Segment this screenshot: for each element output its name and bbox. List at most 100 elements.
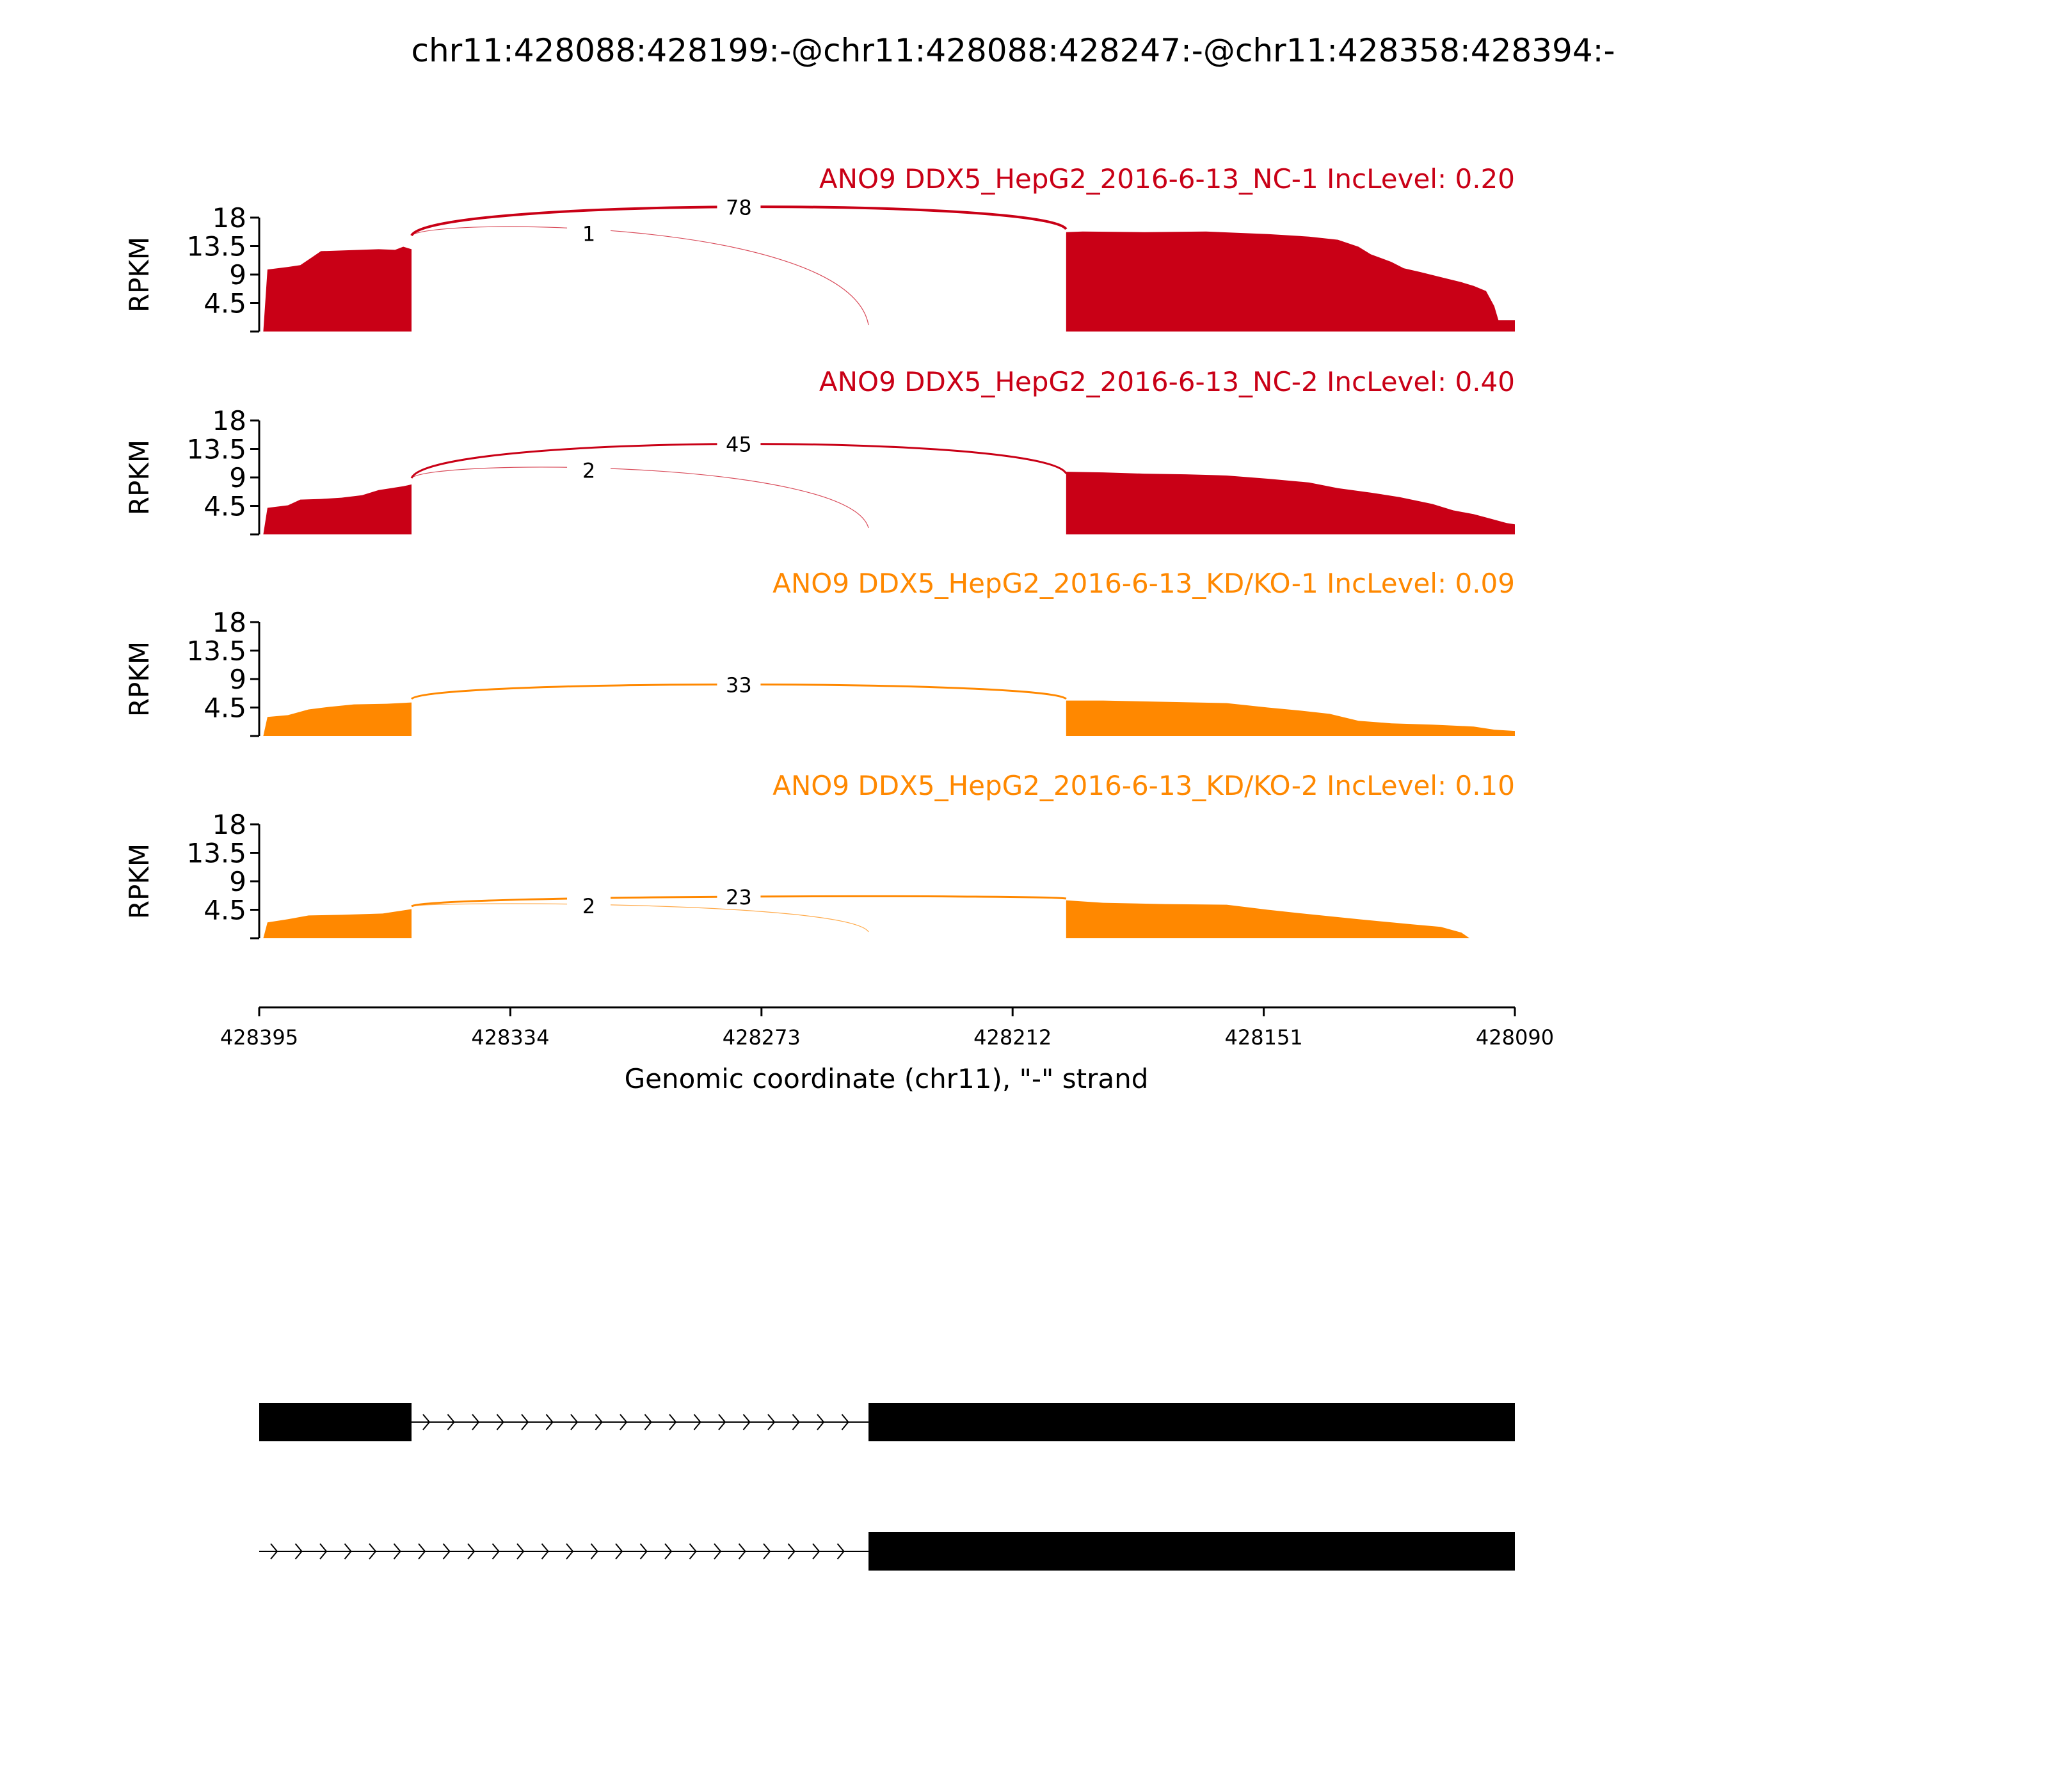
panel-label: ANO9 DDX5_HepG2_2016-6-13_NC-2 IncLevel:… bbox=[819, 366, 1515, 397]
y-tick-label: 13.5 bbox=[186, 231, 246, 262]
coverage-area bbox=[263, 231, 1515, 332]
x-tick-label: 428151 bbox=[1225, 1025, 1303, 1050]
junction-label-bg bbox=[567, 220, 611, 245]
junction-count: 78 bbox=[726, 195, 752, 220]
strand-arrow bbox=[422, 1414, 431, 1430]
strand-arrow bbox=[270, 1543, 278, 1560]
y-tick-label: 9 bbox=[229, 462, 246, 493]
strand-arrow bbox=[742, 1414, 751, 1430]
x-tick-label: 428090 bbox=[1476, 1025, 1554, 1050]
strand-arrow bbox=[812, 1543, 820, 1560]
isoform-1 bbox=[259, 1403, 1515, 1441]
junction-count: 45 bbox=[726, 433, 752, 457]
junction-label-bg bbox=[717, 884, 761, 908]
junction-label-bg bbox=[717, 431, 761, 456]
coverage-area bbox=[263, 472, 1515, 534]
junction-label-bg bbox=[567, 893, 611, 917]
strand-arrow bbox=[718, 1414, 726, 1430]
strand-arrow bbox=[792, 1414, 800, 1430]
strand-arrow bbox=[817, 1414, 825, 1430]
strand-arrow bbox=[492, 1543, 500, 1560]
exon-block bbox=[868, 1403, 1515, 1441]
y-tick-label: 18 bbox=[212, 607, 246, 638]
junction-arc bbox=[411, 467, 869, 529]
y-tick-label: 9 bbox=[229, 259, 246, 291]
panel-label: ANO9 DDX5_HepG2_2016-6-13_KD/KO-2 IncLev… bbox=[772, 770, 1515, 801]
strand-arrow bbox=[516, 1543, 525, 1560]
x-tick-label: 428395 bbox=[220, 1025, 298, 1050]
coverage-panels: 78 1 ANO9 DDX5_HepG2_2016-6-13_NC-1 IncLev… bbox=[124, 163, 1515, 940]
y-axis-label: RPKM bbox=[124, 641, 155, 717]
strand-arrow bbox=[418, 1543, 426, 1560]
y-tick-label: 18 bbox=[212, 809, 246, 840]
strand-arrow bbox=[714, 1543, 722, 1560]
y-tick-label: 9 bbox=[229, 664, 246, 695]
y-tick-label: 4.5 bbox=[204, 491, 246, 522]
y-tick-label: 4.5 bbox=[204, 692, 246, 724]
y-tick-label: 9 bbox=[229, 866, 246, 897]
strand-arrow bbox=[595, 1414, 603, 1430]
junction-count: 2 bbox=[582, 458, 595, 483]
panel-4: 23 2 ANO9 DDX5_HepG2_2016-6-13_KD/KO-2 Inc… bbox=[124, 770, 1515, 940]
strand-arrow bbox=[693, 1414, 701, 1430]
panel-label: ANO9 DDX5_HepG2_2016-6-13_KD/KO-1 IncLev… bbox=[772, 568, 1515, 599]
y-axis-label: RPKM bbox=[124, 844, 155, 919]
coverage-area bbox=[263, 700, 1515, 736]
strand-arrow bbox=[496, 1414, 504, 1430]
y-tick-label: 13.5 bbox=[186, 838, 246, 869]
strand-arrow bbox=[738, 1543, 746, 1560]
strand-arrow bbox=[841, 1414, 849, 1430]
strand-arrow bbox=[541, 1543, 549, 1560]
y-tick-label: 4.5 bbox=[204, 895, 246, 926]
strand-arrow bbox=[369, 1543, 377, 1560]
panel-2: 45 2 ANO9 DDX5_HepG2_2016-6-13_NC-2 IncLev… bbox=[124, 366, 1515, 536]
junction-arc bbox=[411, 903, 869, 932]
y-tick-label: 18 bbox=[212, 202, 246, 234]
coverage-area bbox=[263, 900, 1515, 938]
strand-arrow bbox=[664, 1543, 673, 1560]
strand-arrow bbox=[393, 1543, 401, 1560]
panel-label: ANO9 DDX5_HepG2_2016-6-13_NC-1 IncLevel:… bbox=[819, 163, 1515, 195]
x-axis: 428395 428334 428273 428212 428151 428090 bbox=[220, 1006, 1554, 1050]
junction-count: 23 bbox=[726, 885, 752, 909]
x-tick-label: 428273 bbox=[723, 1025, 801, 1050]
junction-label-bg bbox=[717, 194, 761, 219]
x-tick-label: 428212 bbox=[973, 1025, 1052, 1050]
exon-block bbox=[868, 1532, 1515, 1571]
isoform-track bbox=[259, 1403, 1515, 1571]
strand-arrow bbox=[447, 1414, 455, 1430]
strand-arrow bbox=[767, 1414, 776, 1430]
strand-arrow bbox=[590, 1543, 598, 1560]
junction-count: 2 bbox=[582, 894, 595, 918]
strand-arrow bbox=[521, 1414, 529, 1430]
y-axis-label: RPKM bbox=[124, 237, 155, 312]
strand-arrow bbox=[472, 1414, 480, 1430]
y-tick-label: 13.5 bbox=[186, 434, 246, 465]
junction-arc bbox=[411, 226, 869, 326]
strand-arrow bbox=[467, 1543, 476, 1560]
y-axis-label: RPKM bbox=[124, 440, 155, 515]
strand-arrow bbox=[319, 1543, 328, 1560]
strand-arrow bbox=[442, 1543, 451, 1560]
x-tick-label: 428334 bbox=[471, 1025, 549, 1050]
strand-arrow bbox=[639, 1543, 648, 1560]
x-axis-label: Genomic coordinate (chr11), "-" strand bbox=[625, 1063, 1149, 1094]
junction-label-bg bbox=[717, 671, 761, 696]
panel-1: 78 1 ANO9 DDX5_HepG2_2016-6-13_NC-1 IncLev… bbox=[124, 163, 1515, 333]
strand-arrow bbox=[644, 1414, 652, 1430]
figure-title: chr11:428088:428199:-@chr11:428088:42824… bbox=[411, 32, 1615, 69]
junction-mask bbox=[412, 684, 1066, 736]
isoform-2 bbox=[259, 1532, 1515, 1571]
strand-arrow bbox=[545, 1414, 554, 1430]
junction-mask bbox=[412, 444, 1066, 534]
exon-block bbox=[259, 1403, 412, 1441]
y-tick-label: 4.5 bbox=[204, 288, 246, 319]
strand-arrow bbox=[836, 1543, 845, 1560]
strand-arrow bbox=[566, 1543, 574, 1560]
strand-arrow bbox=[787, 1543, 796, 1560]
strand-arrow bbox=[344, 1543, 352, 1560]
y-tick-label: 18 bbox=[212, 405, 246, 436]
junction-count: 33 bbox=[726, 673, 752, 698]
y-tick-label: 13.5 bbox=[186, 636, 246, 667]
